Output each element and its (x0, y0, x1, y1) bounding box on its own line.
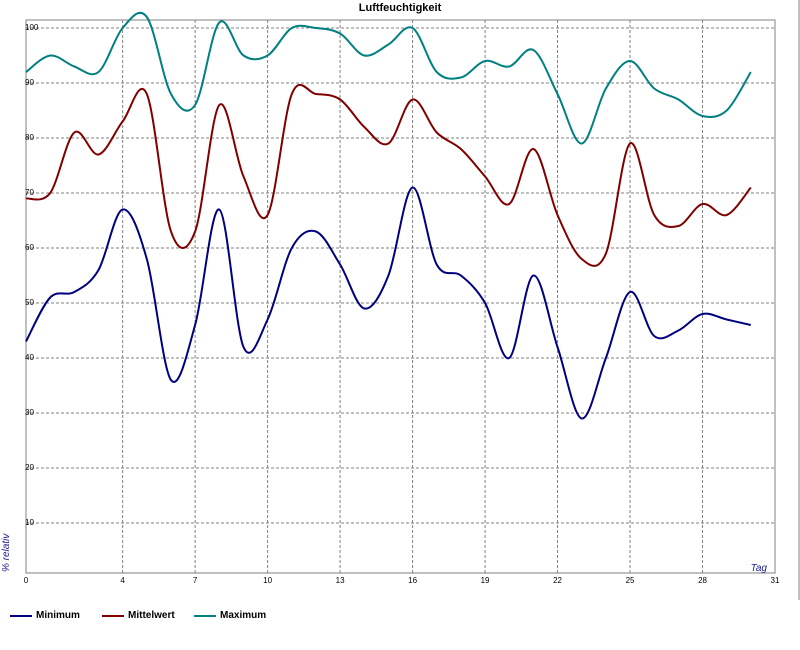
y-tick-label: 20 (25, 463, 34, 472)
legend-swatch-maximum (194, 614, 216, 617)
x-tick-label: 31 (771, 576, 780, 585)
y-tick-label: 40 (25, 353, 34, 362)
y-tick-label: 70 (25, 188, 34, 197)
y-tick-labels: 10 20 30 40 50 60 70 80 90 100 (25, 23, 39, 527)
legend-label-mittelwert: Mittelwert (128, 610, 175, 621)
x-tick-label: 0 (24, 576, 29, 585)
series-line-maximum (25, 11, 752, 145)
y-tick-label: 10 (25, 518, 34, 527)
x-tick-label: 16 (408, 576, 417, 585)
y-tick-label: 50 (25, 298, 34, 307)
x-tick-label: 7 (193, 576, 198, 585)
legend-swatch-mittelwert (102, 614, 124, 617)
x-tick-labels: 0 4 7 10 13 16 19 22 25 28 31 (24, 576, 780, 585)
legend: Minimum Mittelwert Maximum (10, 610, 286, 621)
legend-item-maximum: Maximum (194, 610, 286, 621)
y-tick-label: 80 (25, 133, 34, 142)
legend-label-maximum: Maximum (220, 610, 267, 621)
x-axis-label: Tag (751, 563, 768, 574)
x-tick-label: 19 (481, 576, 490, 585)
chart-title: Luftfeuchtigkeit (359, 2, 442, 14)
x-tick-label: 4 (120, 576, 125, 585)
series-line-minimum (25, 186, 752, 420)
y-tick-label: 30 (25, 408, 34, 417)
legend-swatch-minimum (10, 614, 32, 617)
grid (26, 20, 775, 573)
x-tick-label: 10 (263, 576, 272, 585)
y-tick-label: 90 (25, 78, 34, 87)
y-tick-label: 60 (25, 243, 34, 252)
x-tick-label: 22 (553, 576, 562, 585)
legend-label-minimum: Minimum (36, 610, 80, 621)
series-layer (25, 11, 752, 420)
legend-item-mittelwert: Mittelwert (102, 610, 194, 621)
plot-frame (25, 19, 776, 574)
x-tick-label: 25 (626, 576, 635, 585)
series-line-mittelwert (25, 83, 752, 267)
legend-item-minimum: Minimum (10, 610, 102, 621)
x-tick-label: 13 (336, 576, 345, 585)
y-tick-label: 100 (25, 23, 39, 32)
y-axis-label: % relativ (1, 533, 12, 572)
x-tick-label: 28 (698, 576, 707, 585)
